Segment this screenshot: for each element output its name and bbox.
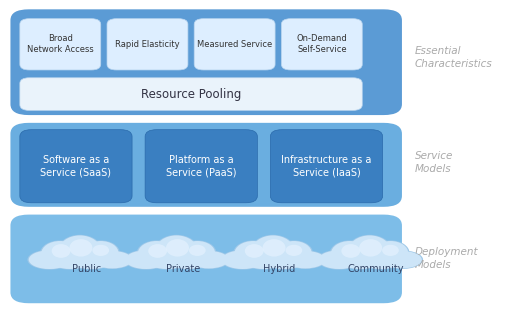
Ellipse shape	[59, 235, 101, 265]
Ellipse shape	[27, 250, 72, 270]
Ellipse shape	[83, 241, 118, 265]
Ellipse shape	[148, 244, 167, 258]
Ellipse shape	[222, 250, 264, 269]
FancyBboxPatch shape	[281, 19, 362, 70]
Ellipse shape	[178, 240, 217, 265]
FancyBboxPatch shape	[194, 19, 275, 70]
Ellipse shape	[166, 239, 189, 257]
Text: Software as a
Service (SaaS): Software as a Service (SaaS)	[40, 155, 112, 178]
Ellipse shape	[156, 235, 197, 265]
Ellipse shape	[373, 241, 408, 265]
Ellipse shape	[331, 241, 369, 266]
Ellipse shape	[29, 250, 70, 269]
Ellipse shape	[318, 250, 360, 269]
Ellipse shape	[252, 235, 294, 265]
Ellipse shape	[48, 250, 93, 270]
Text: Essential
Characteristics: Essential Characteristics	[415, 46, 493, 69]
Ellipse shape	[220, 250, 265, 270]
FancyBboxPatch shape	[145, 130, 257, 203]
FancyBboxPatch shape	[20, 19, 101, 70]
Ellipse shape	[382, 251, 422, 268]
Ellipse shape	[50, 250, 91, 269]
Text: Rapid Elasticity: Rapid Elasticity	[115, 40, 180, 49]
Ellipse shape	[359, 239, 382, 257]
Ellipse shape	[180, 241, 215, 265]
Ellipse shape	[262, 250, 307, 270]
Ellipse shape	[381, 250, 423, 269]
Ellipse shape	[82, 240, 120, 265]
Ellipse shape	[155, 235, 198, 266]
Text: Measured Service: Measured Service	[197, 40, 272, 49]
FancyBboxPatch shape	[10, 215, 402, 303]
Ellipse shape	[189, 251, 229, 268]
FancyBboxPatch shape	[20, 130, 132, 203]
FancyBboxPatch shape	[107, 19, 188, 70]
Text: Resource Pooling: Resource Pooling	[141, 88, 241, 100]
Ellipse shape	[138, 241, 175, 266]
Text: Private: Private	[165, 264, 200, 274]
FancyBboxPatch shape	[10, 123, 402, 207]
Ellipse shape	[145, 250, 189, 270]
Ellipse shape	[241, 250, 286, 270]
Text: Hybrid: Hybrid	[263, 264, 295, 274]
Text: Platform as a
Service (PaaS): Platform as a Service (PaaS)	[166, 155, 236, 178]
Ellipse shape	[284, 250, 327, 269]
Ellipse shape	[243, 250, 284, 269]
Ellipse shape	[338, 250, 382, 270]
Text: Infrastructure as a
Service (IaaS): Infrastructure as a Service (IaaS)	[281, 155, 372, 178]
FancyBboxPatch shape	[20, 78, 362, 110]
Ellipse shape	[92, 251, 132, 268]
Ellipse shape	[41, 241, 79, 266]
Ellipse shape	[372, 240, 409, 265]
Ellipse shape	[275, 240, 313, 265]
Ellipse shape	[167, 250, 209, 269]
Ellipse shape	[92, 245, 109, 256]
Ellipse shape	[382, 245, 399, 256]
Ellipse shape	[349, 235, 390, 265]
FancyBboxPatch shape	[270, 130, 383, 203]
Ellipse shape	[360, 250, 402, 269]
Ellipse shape	[189, 245, 206, 256]
Ellipse shape	[359, 250, 403, 270]
Ellipse shape	[317, 250, 361, 270]
Ellipse shape	[70, 250, 112, 269]
Ellipse shape	[339, 250, 381, 269]
Ellipse shape	[264, 250, 305, 269]
Text: Broad
Network Access: Broad Network Access	[27, 34, 93, 54]
Ellipse shape	[91, 250, 134, 269]
Ellipse shape	[233, 240, 274, 267]
Text: Deployment
Models: Deployment Models	[415, 247, 479, 270]
Text: On-Demand
Self-Service: On-Demand Self-Service	[296, 34, 347, 54]
Ellipse shape	[286, 251, 325, 268]
Ellipse shape	[341, 244, 360, 258]
Ellipse shape	[124, 250, 168, 270]
Ellipse shape	[245, 244, 264, 258]
Ellipse shape	[276, 241, 312, 265]
Ellipse shape	[251, 235, 295, 266]
Ellipse shape	[125, 250, 167, 269]
Ellipse shape	[69, 250, 113, 270]
Ellipse shape	[166, 250, 210, 270]
FancyBboxPatch shape	[10, 9, 402, 115]
Text: Public: Public	[72, 264, 101, 274]
Ellipse shape	[52, 244, 70, 258]
Ellipse shape	[69, 239, 92, 257]
Ellipse shape	[188, 250, 230, 269]
Ellipse shape	[348, 235, 392, 266]
Ellipse shape	[146, 250, 188, 269]
Text: Service
Models: Service Models	[415, 151, 454, 174]
Ellipse shape	[137, 240, 176, 267]
Ellipse shape	[330, 240, 370, 267]
Ellipse shape	[57, 235, 102, 266]
Ellipse shape	[286, 245, 302, 256]
Ellipse shape	[234, 241, 272, 266]
Ellipse shape	[263, 239, 286, 257]
Ellipse shape	[40, 240, 80, 267]
Text: Community: Community	[348, 264, 404, 274]
